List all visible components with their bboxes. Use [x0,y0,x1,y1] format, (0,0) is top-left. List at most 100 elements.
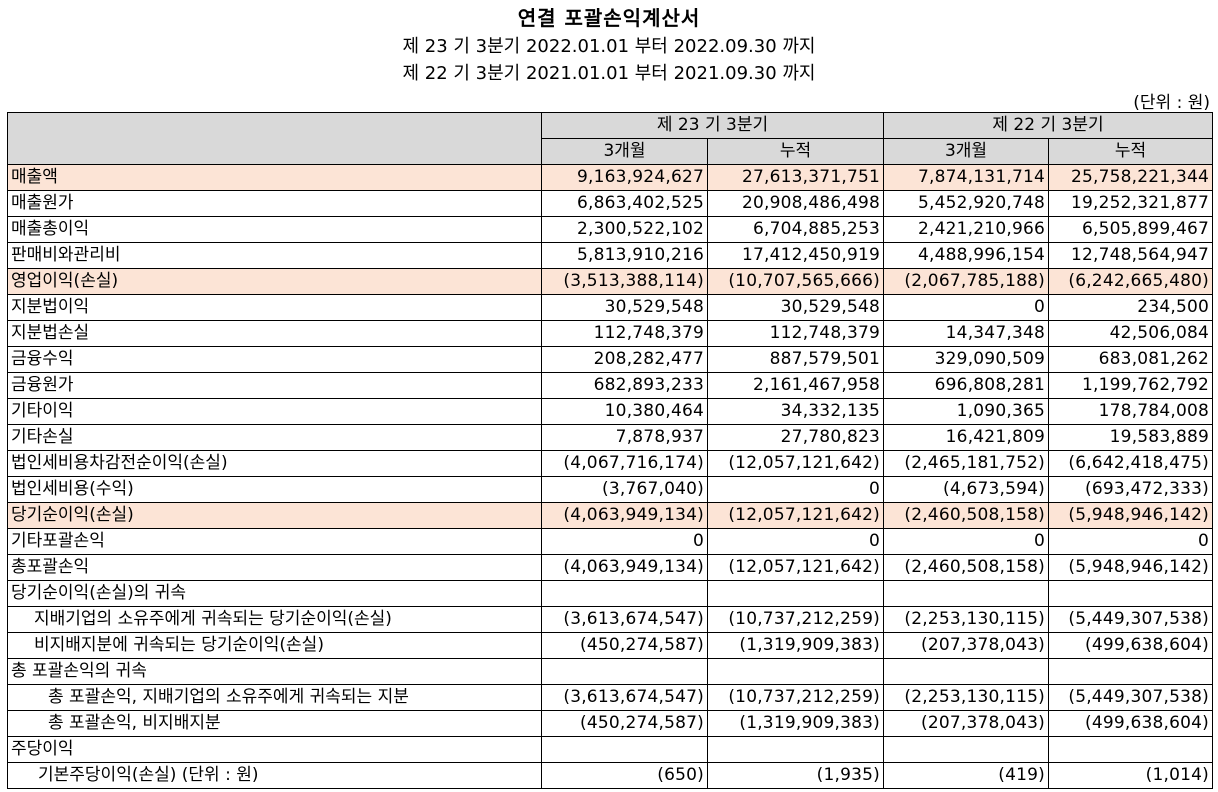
cell-prior-cum: (693,472,333) [1048,476,1213,503]
cell-current-3m: (450,274,587) [541,710,708,737]
row-label: 판매비와관리비 [7,242,542,269]
cell-current-cum: (1,935) [707,762,884,789]
table-row: 지배기업의 소유주에게 귀속되는 당기순이익(손실) (3,613,674,54… [7,606,1213,633]
cell-current-3m: 2,300,522,102 [541,216,708,243]
cell-prior-cum: 178,784,008 [1048,398,1213,425]
row-label: 매출원가 [7,190,542,217]
cell-prior-cum: 19,583,889 [1048,424,1213,451]
row-label: 법인세비용(수익) [7,476,542,503]
row-label: 총 포괄손익, 비지배지분 [7,710,542,737]
cell-current-3m: (450,274,587) [541,632,708,659]
cell-current-3m: (650) [541,762,708,789]
cell-prior-3m: (2,067,785,188) [883,268,1049,295]
header-prior-3m: 3개월 [883,138,1049,165]
cell-prior-3m: (2,460,508,158) [883,502,1049,529]
table-row: 주당이익 [7,736,1213,763]
header-current-cum: 누적 [707,138,884,165]
cell-current-3m [541,658,708,685]
table-row: 지분법이익 30,529,548 30,529,548 0 234,500 [7,294,1213,321]
cell-prior-cum: 1,199,762,792 [1048,372,1213,399]
cell-prior-3m: (2,460,508,158) [883,554,1049,581]
cell-current-3m: 30,529,548 [541,294,708,321]
cell-current-3m: 0 [541,528,708,555]
header-prior-cum: 누적 [1048,138,1213,165]
table-row: 금융원가 682,893,233 2,161,467,958 696,808,2… [7,372,1213,399]
cell-current-3m: 7,878,937 [541,424,708,451]
cell-prior-3m: (207,378,043) [883,710,1049,737]
cell-current-cum: 112,748,379 [707,320,884,347]
table-row: 비지배지분에 귀속되는 당기순이익(손실) (450,274,587) (1,3… [7,632,1213,659]
cell-prior-3m: (2,465,181,752) [883,450,1049,477]
cell-current-cum [707,658,884,685]
cell-current-3m: 208,282,477 [541,346,708,373]
row-label: 매출총이익 [7,216,542,243]
cell-current-3m: 5,813,910,216 [541,242,708,269]
cell-current-3m: (3,513,388,114) [541,268,708,295]
statement-title: 연결 포괄손익계산서 [517,6,701,30]
cell-prior-3m: (4,673,594) [883,476,1049,503]
table-row: 영업이익(손실) (3,513,388,114) (10,707,565,666… [7,268,1213,295]
cell-prior-3m [883,736,1049,763]
cell-current-cum: (10,707,565,666) [707,268,884,295]
cell-prior-cum: 234,500 [1048,294,1213,321]
cell-prior-3m: 5,452,920,748 [883,190,1049,217]
table-row: 총 포괄손익, 비지배지분 (450,274,587) (1,319,909,3… [7,710,1213,737]
cell-current-cum: 2,161,467,958 [707,372,884,399]
header-current-3m: 3개월 [541,138,708,165]
cell-prior-cum [1048,736,1213,763]
header-current-period: 제 23 기 3분기 [541,112,884,139]
cell-prior-3m: 0 [883,528,1049,555]
period-prior: 제 22 기 3분기 2021.01.01 부터 2021.09.30 까지 [402,63,816,84]
cell-prior-cum: 12,748,564,947 [1048,242,1213,269]
cell-prior-cum: 683,081,262 [1048,346,1213,373]
cell-current-cum: 20,908,486,498 [707,190,884,217]
table-row: 총포괄손익 (4,063,949,134) (12,057,121,642) (… [7,554,1213,581]
cell-prior-cum: (499,638,604) [1048,710,1213,737]
row-label: 매출액 [7,164,542,191]
cell-prior-cum: (5,948,946,142) [1048,554,1213,581]
cell-prior-3m: 4,488,996,154 [883,242,1049,269]
cell-prior-3m: (207,378,043) [883,632,1049,659]
cell-current-cum: (12,057,121,642) [707,450,884,477]
cell-prior-3m: 696,808,281 [883,372,1049,399]
cell-prior-cum: (6,642,418,475) [1048,450,1213,477]
cell-prior-3m: 14,347,348 [883,320,1049,347]
cell-prior-3m: (2,253,130,115) [883,606,1049,633]
cell-prior-cum: 19,252,321,877 [1048,190,1213,217]
table-row: 법인세비용차감전순이익(손실) (4,067,716,174) (12,057,… [7,450,1213,477]
cell-current-cum: (10,737,212,259) [707,684,884,711]
row-label: 기타포괄손익 [7,528,542,555]
cell-current-cum: 34,332,135 [707,398,884,425]
table-row: 당기순이익(손실)의 귀속 [7,580,1213,607]
cell-current-cum: (12,057,121,642) [707,554,884,581]
cell-current-cum: (12,057,121,642) [707,502,884,529]
cell-prior-3m: (419) [883,762,1049,789]
cell-current-cum: 0 [707,528,884,555]
header-row-columns: 3개월 누적 3개월 누적 [8,138,1213,165]
cell-current-3m: 6,863,402,525 [541,190,708,217]
cell-prior-cum: (1,014) [1048,762,1213,789]
header-blank-cell [7,112,542,165]
cell-prior-3m: 7,874,131,714 [883,164,1049,191]
row-label: 총 포괄손익의 귀속 [7,658,542,685]
unit-label: (단위 : 원) [1133,93,1210,113]
table-row: 지분법손실 112,748,379 112,748,379 14,347,348… [7,320,1213,347]
row-label: 금융수익 [7,346,542,373]
cell-prior-3m [883,580,1049,607]
cell-current-cum: 0 [707,476,884,503]
cell-prior-cum: (6,242,665,480) [1048,268,1213,295]
table-row: 당기순이익(손실) (4,063,949,134) (12,057,121,64… [7,502,1213,529]
header-row-period: 제 23 기 3분기 제 22 기 3분기 [7,112,1213,165]
income-statement-table: 제 23 기 3분기 제 22 기 3분기 3개월 누적 3개월 누적 매출액 … [7,112,1213,789]
cell-prior-cum: 0 [1048,528,1213,555]
cell-current-3m: (4,063,949,134) [541,502,708,529]
table-row: 매출총이익 2,300,522,102 6,704,885,253 2,421,… [7,216,1213,243]
table-row: 기타이익 10,380,464 34,332,135 1,090,365 178… [7,398,1213,425]
cell-current-3m: 112,748,379 [541,320,708,347]
cell-current-3m: 682,893,233 [541,372,708,399]
row-label: 총 포괄손익, 지배기업의 소유주에게 귀속되는 지분 [7,684,542,711]
cell-prior-cum: (5,449,307,538) [1048,684,1213,711]
header-prior-period: 제 22 기 3분기 [883,112,1213,139]
cell-current-3m: (4,067,716,174) [541,450,708,477]
row-label: 당기순이익(손실) [7,502,542,529]
